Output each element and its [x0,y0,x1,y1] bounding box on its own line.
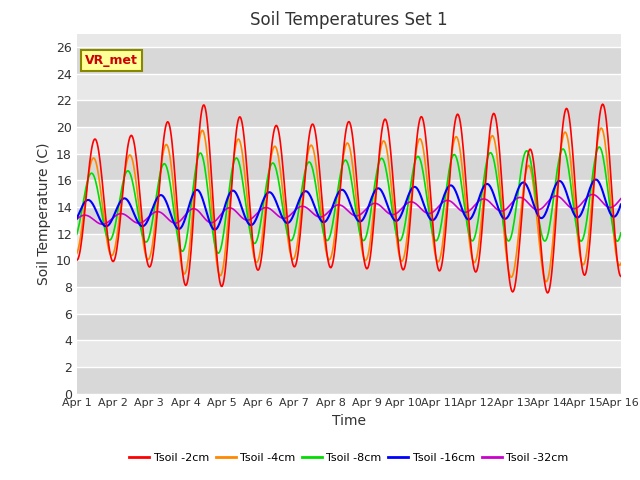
Bar [77,234,621,260]
Bar [77,287,621,313]
Bar [77,260,621,287]
Bar [77,313,621,340]
Bar [77,207,621,234]
Y-axis label: Soil Temperature (C): Soil Temperature (C) [36,143,51,285]
Bar [77,47,621,73]
Title: Soil Temperatures Set 1: Soil Temperatures Set 1 [250,11,447,29]
Bar [77,127,621,154]
Legend: Tsoil -2cm, Tsoil -4cm, Tsoil -8cm, Tsoil -16cm, Tsoil -32cm: Tsoil -2cm, Tsoil -4cm, Tsoil -8cm, Tsoi… [125,448,573,467]
X-axis label: Time: Time [332,414,366,428]
Bar [77,73,621,100]
Bar [77,180,621,207]
Text: VR_met: VR_met [85,54,138,67]
Bar [77,340,621,367]
Bar [77,367,621,394]
Bar [77,100,621,127]
Bar [77,154,621,180]
